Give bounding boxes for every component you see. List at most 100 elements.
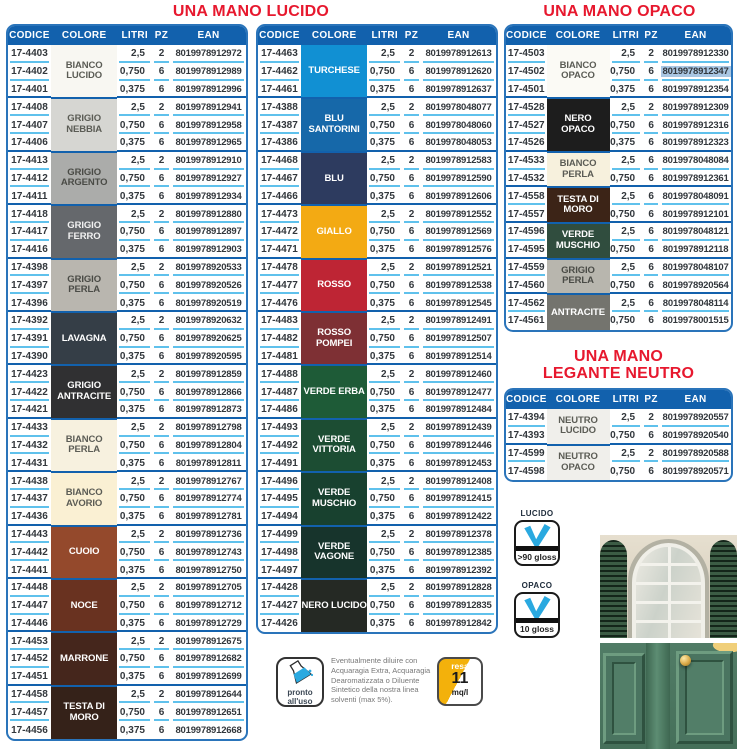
ean-cell: 8019978920526 — [171, 276, 246, 294]
gloss-meter: 10 gloss — [514, 592, 560, 638]
codice-cell: 17-4526 — [506, 134, 547, 152]
pz-cell: 2 — [402, 365, 421, 383]
product-row: 17-4398 GRIGIO PERLA 2,5 2 8019978920533 — [8, 258, 246, 313]
codice-cell: 17-4494 — [258, 508, 301, 526]
pz-cell: 6 — [401, 454, 421, 472]
ean-cell: 8019978912873 — [170, 401, 246, 419]
ean-cell: 8019978912651 — [171, 703, 246, 722]
product-row: 17-4441 0,375 6 8019978912750 — [8, 561, 246, 579]
pz-cell: 6 — [642, 116, 660, 134]
product-row: 17-4503 BIANCO OPACO 2,5 2 8019978912330 — [506, 45, 731, 100]
product-row: 17-4421 0,375 6 8019978912873 — [8, 401, 246, 419]
ean-cell: 8019978912781 — [170, 508, 246, 526]
color-name: BIANCO OPACO — [559, 59, 597, 82]
codice-cell: 17-4402 — [8, 63, 51, 81]
litri-cell: 2,5 — [610, 294, 643, 312]
ean-cell: 8019978912934 — [170, 187, 246, 205]
ean-cell: 8019978912989 — [171, 63, 246, 81]
codice-cell: 17-4482 — [258, 330, 301, 348]
pz-cell: 2 — [402, 205, 421, 223]
litri-cell: 2,5 — [610, 445, 643, 463]
codice-cell: 17-4387 — [258, 116, 301, 134]
color-name: BLU — [324, 172, 344, 184]
litri-cell: 0,750 — [609, 276, 643, 294]
litri-cell: 2,5 — [610, 45, 643, 63]
litri-cell: 0,375 — [609, 81, 643, 99]
ean-cell: 8019978912118 — [660, 241, 731, 259]
codice-cell: 17-4457 — [8, 703, 51, 722]
ean-highlight: 8019978912347 — [660, 66, 731, 78]
pz-cell: 6 — [151, 81, 171, 99]
product-row: 17-4495 0,750 6 8019978912415 — [258, 490, 496, 508]
pz-cell: 2 — [402, 312, 421, 330]
codice-cell: 17-4498 — [258, 543, 301, 561]
ean-cell: 8019978048084 — [660, 152, 731, 170]
codice-cell: 17-4491 — [258, 454, 301, 472]
color-name: BIANCO LUCIDO — [65, 59, 103, 82]
pz-cell: 6 — [401, 348, 421, 366]
codice-cell: 17-4527 — [506, 116, 547, 134]
ean-cell: 8019978912354 — [660, 81, 731, 99]
codice-cell: 17-4411 — [8, 187, 51, 205]
product-row: 17-4432 0,750 6 8019978912804 — [8, 437, 246, 455]
pz-cell: 6 — [151, 615, 171, 633]
litri-cell: 2,5 — [117, 98, 152, 116]
litri-cell: 2,5 — [367, 45, 402, 63]
ean-cell: 8019978912637 — [420, 81, 496, 99]
table-header: CODICE COLORE LITRI PZ EAN — [258, 26, 496, 45]
color-name: TESTA DI MORO — [557, 193, 599, 216]
pz-cell: 2 — [152, 686, 171, 704]
codice-cell: 17-4388 — [258, 98, 301, 116]
codice-cell: 17-4477 — [258, 276, 301, 294]
ean-cell: 8019978048114 — [660, 294, 731, 312]
product-row: 17-4422 0,750 6 8019978912866 — [8, 383, 246, 401]
pz-cell: 6 — [401, 134, 421, 152]
ean-cell: 8019978912415 — [421, 490, 496, 508]
litri-cell: 0,375 — [117, 668, 152, 686]
codice-cell: 17-4560 — [506, 276, 547, 294]
product-row: 17-4481 0,375 6 8019978912514 — [258, 348, 496, 366]
ean-cell: 8019978912385 — [421, 543, 496, 561]
product-row: 17-4557 0,750 6 8019978912101 — [506, 205, 731, 223]
ean-cell: 8019978912453 — [420, 454, 496, 472]
litri-cell: 0,375 — [367, 401, 402, 419]
product-row: 17-4448 NOCE 2,5 2 8019978912705 — [8, 578, 246, 634]
badge-opaco-gloss: 10 gloss — [519, 624, 555, 634]
pz-cell: 6 — [402, 543, 421, 561]
green-shutter-right — [710, 540, 737, 638]
litri-cell: 2,5 — [367, 312, 402, 330]
codice-cell: 17-4466 — [258, 187, 301, 205]
pz-cell: 6 — [642, 152, 660, 170]
table-header: CODICE COLORE LITRI PZ EAN — [506, 390, 731, 409]
pz-cell: 6 — [152, 383, 171, 401]
product-row: 17-4452 0,750 6 8019978912682 — [8, 650, 246, 668]
litri-cell: 0,375 — [117, 294, 152, 312]
ean-cell: 8019978912620 — [421, 63, 496, 81]
codice-cell: 17-4456 — [11, 724, 48, 736]
product-row: 17-4411 0,375 6 8019978912934 — [8, 187, 246, 205]
ean-cell: 8019978912811 — [170, 454, 246, 472]
codice-cell: 17-4503 — [506, 45, 547, 63]
ean-cell: 8019978912897 — [171, 223, 246, 241]
product-row: 17-4433 BIANCO PERLA 2,5 2 8019978912798 — [8, 418, 246, 474]
color-swatch: TESTA DI MORO — [546, 187, 610, 224]
color-name: VERDE MUSCHIO — [312, 487, 357, 509]
column-header-litri: LITRI — [117, 26, 152, 45]
product-row: 17-4423 GRIGIO ANTRACITE 2,5 2 8019978912859 — [8, 365, 246, 420]
pz-cell: 6 — [152, 597, 171, 615]
door-panel — [676, 651, 733, 744]
product-table: CODICE COLORE LITRI PZ EAN 17-4503 BIANCO OPAC… — [506, 26, 731, 330]
color-swatch: VERDE VITTORIA — [300, 418, 368, 474]
product-row: 17-4406 0,375 6 8019978912965 — [8, 134, 246, 152]
litri-cell: 2,5 — [610, 187, 643, 205]
litri-cell: 2,5 — [367, 419, 402, 437]
codice-cell: 17-4599 — [506, 445, 547, 463]
ean-cell: 8019978912774 — [171, 490, 246, 508]
pz-cell: 6 — [151, 561, 171, 579]
pz-cell: 2 — [642, 45, 660, 63]
pz-cell: 6 — [642, 134, 661, 152]
pz-cell: 2 — [152, 632, 171, 650]
product-row: 17-4418 GRIGIO FERRO 2,5 2 8019978912880 — [8, 205, 246, 260]
product-row: 17-4501 0,375 6 8019978912354 — [506, 81, 731, 99]
ean-cell: 8019978912576 — [420, 241, 496, 259]
